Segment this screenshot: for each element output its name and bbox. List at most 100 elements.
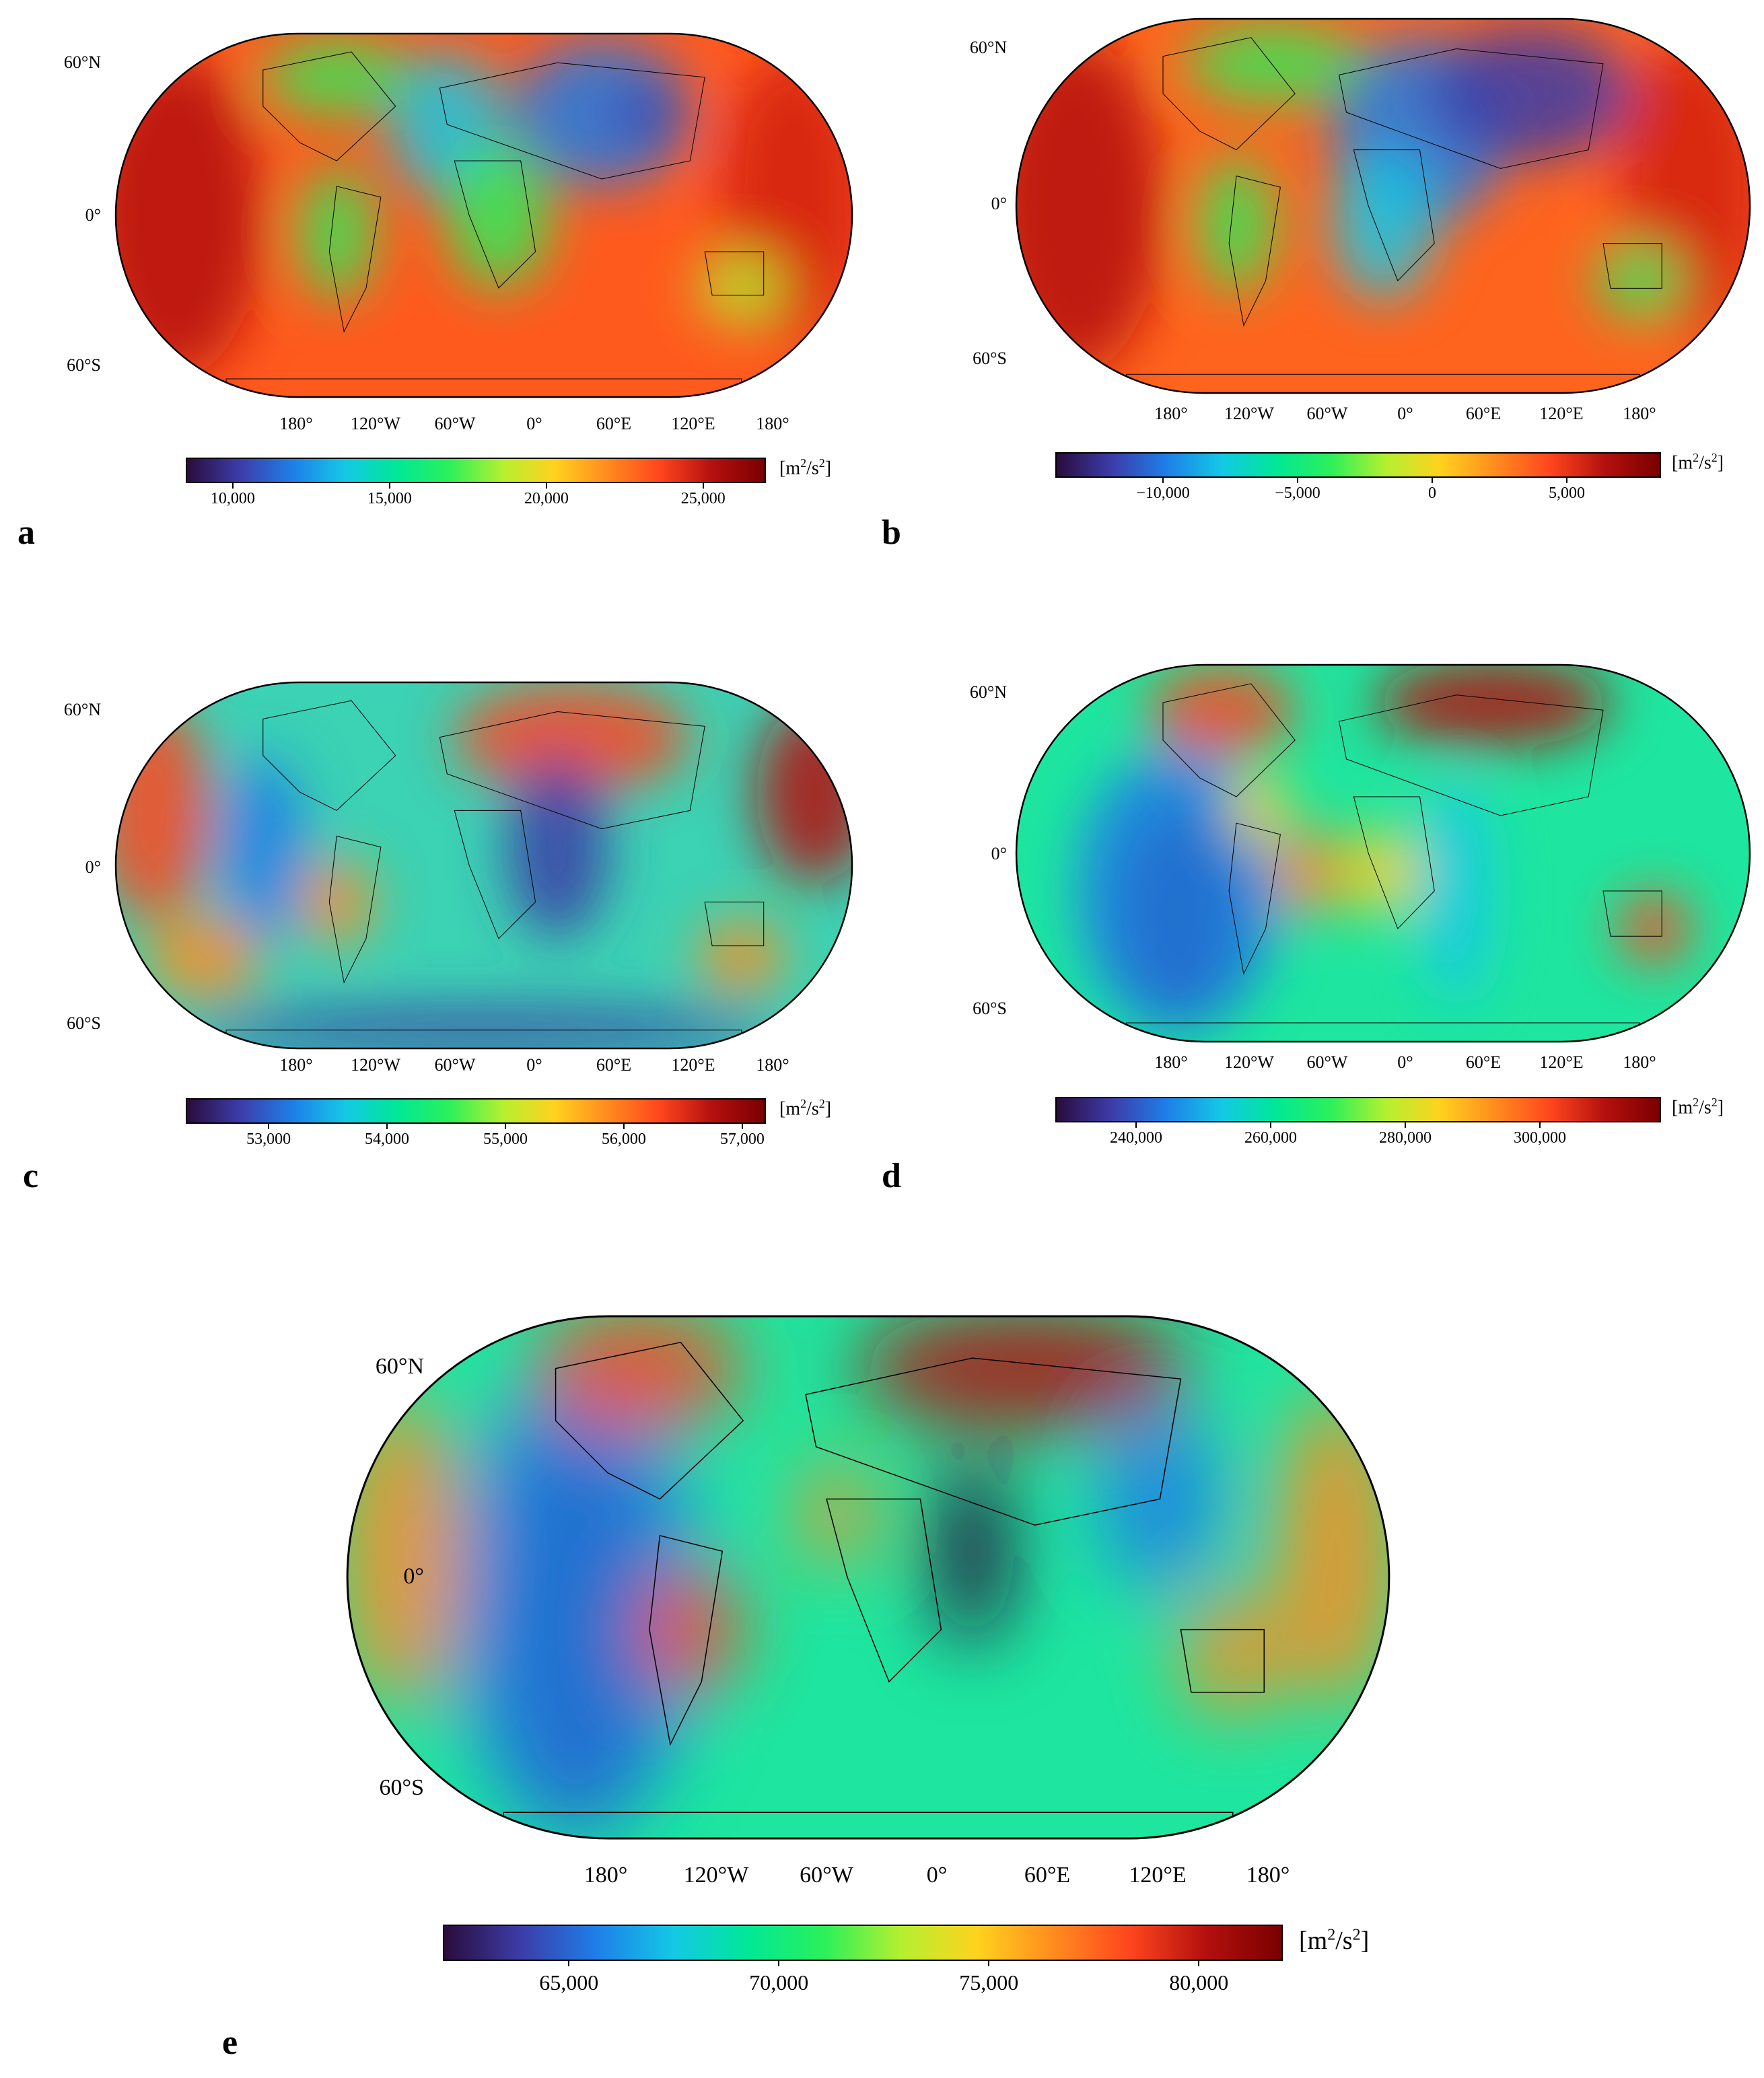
- panel-b: 60°N 0° 60°S 180° 120°W 60°W 0° 60°E 120°E 180…: [882, 0, 1764, 552]
- colorbar-tick: [702, 483, 704, 489]
- coastline: [1353, 149, 1435, 282]
- colorbar-tick-label: 0: [1428, 485, 1436, 502]
- coastline: [328, 835, 382, 984]
- colorbar-unit-a: [m2/s2]: [779, 456, 832, 479]
- lon-label: 0°: [926, 1863, 948, 1888]
- colorbar-tick-label: 20,000: [524, 490, 569, 507]
- lon-label: 60°E: [1465, 404, 1502, 423]
- lat-label-0: 0°: [991, 844, 1007, 863]
- panel-a: 60°N 0° 60°S 180° 120°W 60°W 0° 60°E 120°E 180…: [0, 0, 882, 552]
- coastline: [555, 1341, 744, 1500]
- colorbar-tick: [1405, 1122, 1406, 1128]
- field-feature: [347, 1394, 462, 1709]
- lat-label-60s: 60°S: [379, 1775, 424, 1800]
- lon-label: 120°W: [351, 414, 400, 433]
- coastline: [805, 1357, 1182, 1526]
- field-feature: [145, 912, 263, 1001]
- colorbar-b: [1055, 452, 1661, 478]
- field-feature: [513, 40, 691, 186]
- field-feature: [299, 168, 374, 299]
- coastline: [1353, 796, 1435, 929]
- colorbar-tick-label: 65,000: [539, 1970, 599, 1995]
- colorbar-tick-label: 80,000: [1169, 1970, 1229, 1995]
- colorbar-tick: [778, 1961, 780, 1966]
- panel-letter-e: e: [222, 2023, 238, 2062]
- lon-label: 0°: [526, 1055, 542, 1075]
- lon-label: 180°: [756, 1055, 789, 1075]
- field-feature: [262, 40, 411, 114]
- colorbar-tick: [545, 483, 547, 489]
- panel-letter-c: c: [23, 1157, 39, 1195]
- panel-e: 60°N 0° 60°S 180° 120°W 60°W 0° 60°E 120°E 180…: [0, 1279, 1764, 2078]
- coastline: [328, 186, 382, 333]
- colorbar-tick-label: 300,000: [1514, 1129, 1566, 1147]
- lon-label: 60°W: [434, 1055, 476, 1075]
- colorbar-tick-label: 15,000: [367, 490, 412, 507]
- field-feature: [930, 1457, 1014, 1645]
- colorbar-tick: [1539, 1122, 1541, 1128]
- field-feature: [639, 1567, 744, 1692]
- colorbar-tick-label: 75,000: [959, 1970, 1019, 1995]
- panel-letter-a: a: [17, 513, 35, 552]
- field-feature: [451, 1368, 702, 1838]
- coastline: [1602, 243, 1662, 289]
- colorbar-tick-label: 55,000: [483, 1131, 528, 1148]
- field-feature: [454, 682, 691, 793]
- lon-label: 120°E: [1539, 1052, 1584, 1072]
- lon-label: 0°: [1397, 404, 1413, 423]
- coastline: [262, 51, 396, 162]
- lat-label-60n: 60°N: [375, 1354, 424, 1379]
- lat-label-60s: 60°S: [973, 349, 1007, 368]
- lat-label-0: 0°: [403, 1564, 424, 1589]
- colorbar-unit-c: [m2/s2]: [779, 1097, 832, 1120]
- field-feature: [1376, 665, 1611, 748]
- coastline: [1339, 48, 1604, 169]
- lon-label: 60°E: [596, 1055, 632, 1075]
- field-feature: [1419, 778, 1493, 1004]
- field-feature: [116, 701, 212, 921]
- colorbar-tick: [741, 1124, 743, 1129]
- field-feature: [1229, 770, 1288, 846]
- lon-label: 120°E: [1129, 1863, 1187, 1888]
- colorbar-tick: [1297, 478, 1298, 483]
- lon-label: 60°W: [1306, 404, 1348, 423]
- colorbar-tick-label: 5,000: [1549, 485, 1585, 502]
- lon-label: 120°W: [1224, 1052, 1274, 1072]
- colorbar-tick-label: 280,000: [1379, 1129, 1432, 1147]
- colorbar-tick: [1566, 478, 1567, 483]
- lon-label: 180°: [1154, 1052, 1188, 1072]
- lon-label: 60°W: [1306, 1052, 1348, 1072]
- field-feature: [1075, 748, 1281, 1034]
- map-b: [1015, 17, 1751, 394]
- colorbar-tick-label: −5,000: [1275, 485, 1320, 502]
- field-feature: [534, 1316, 744, 1431]
- lon-label: 0°: [1397, 1052, 1413, 1072]
- lon-label: 180°: [1246, 1863, 1290, 1888]
- coastline: [1162, 37, 1296, 151]
- field-feature: [219, 755, 308, 939]
- coastline: [1228, 822, 1281, 975]
- lat-label-60n: 60°N: [969, 682, 1007, 702]
- colorbar-tick: [388, 483, 390, 489]
- lon-label: 120°W: [1224, 404, 1274, 423]
- colorbar-tick: [988, 1961, 990, 1966]
- lon-label: 60°W: [800, 1863, 853, 1888]
- coastlines: [225, 700, 765, 1048]
- field-feature: [1199, 157, 1273, 292]
- lon-label: 180°: [584, 1863, 628, 1888]
- map-a: [114, 32, 853, 398]
- colorbar-tick-label: 260,000: [1244, 1129, 1297, 1147]
- coastline: [439, 62, 705, 180]
- lon-label: 180°: [1623, 404, 1656, 423]
- lat-label-60n: 60°N: [63, 700, 101, 719]
- lon-label: 180°: [1623, 1052, 1656, 1072]
- colorbar-tick: [1162, 478, 1164, 483]
- colorbar-d: [1055, 1097, 1661, 1122]
- colorbar-tick: [1135, 1122, 1137, 1128]
- coastline: [1228, 175, 1281, 327]
- lon-label: 60°E: [1024, 1863, 1071, 1888]
- colorbar-tick-label: 10,000: [210, 490, 255, 507]
- lon-label: 120°E: [671, 414, 715, 433]
- colorbar-tick: [623, 1124, 625, 1129]
- field-feature: [1185, 26, 1362, 102]
